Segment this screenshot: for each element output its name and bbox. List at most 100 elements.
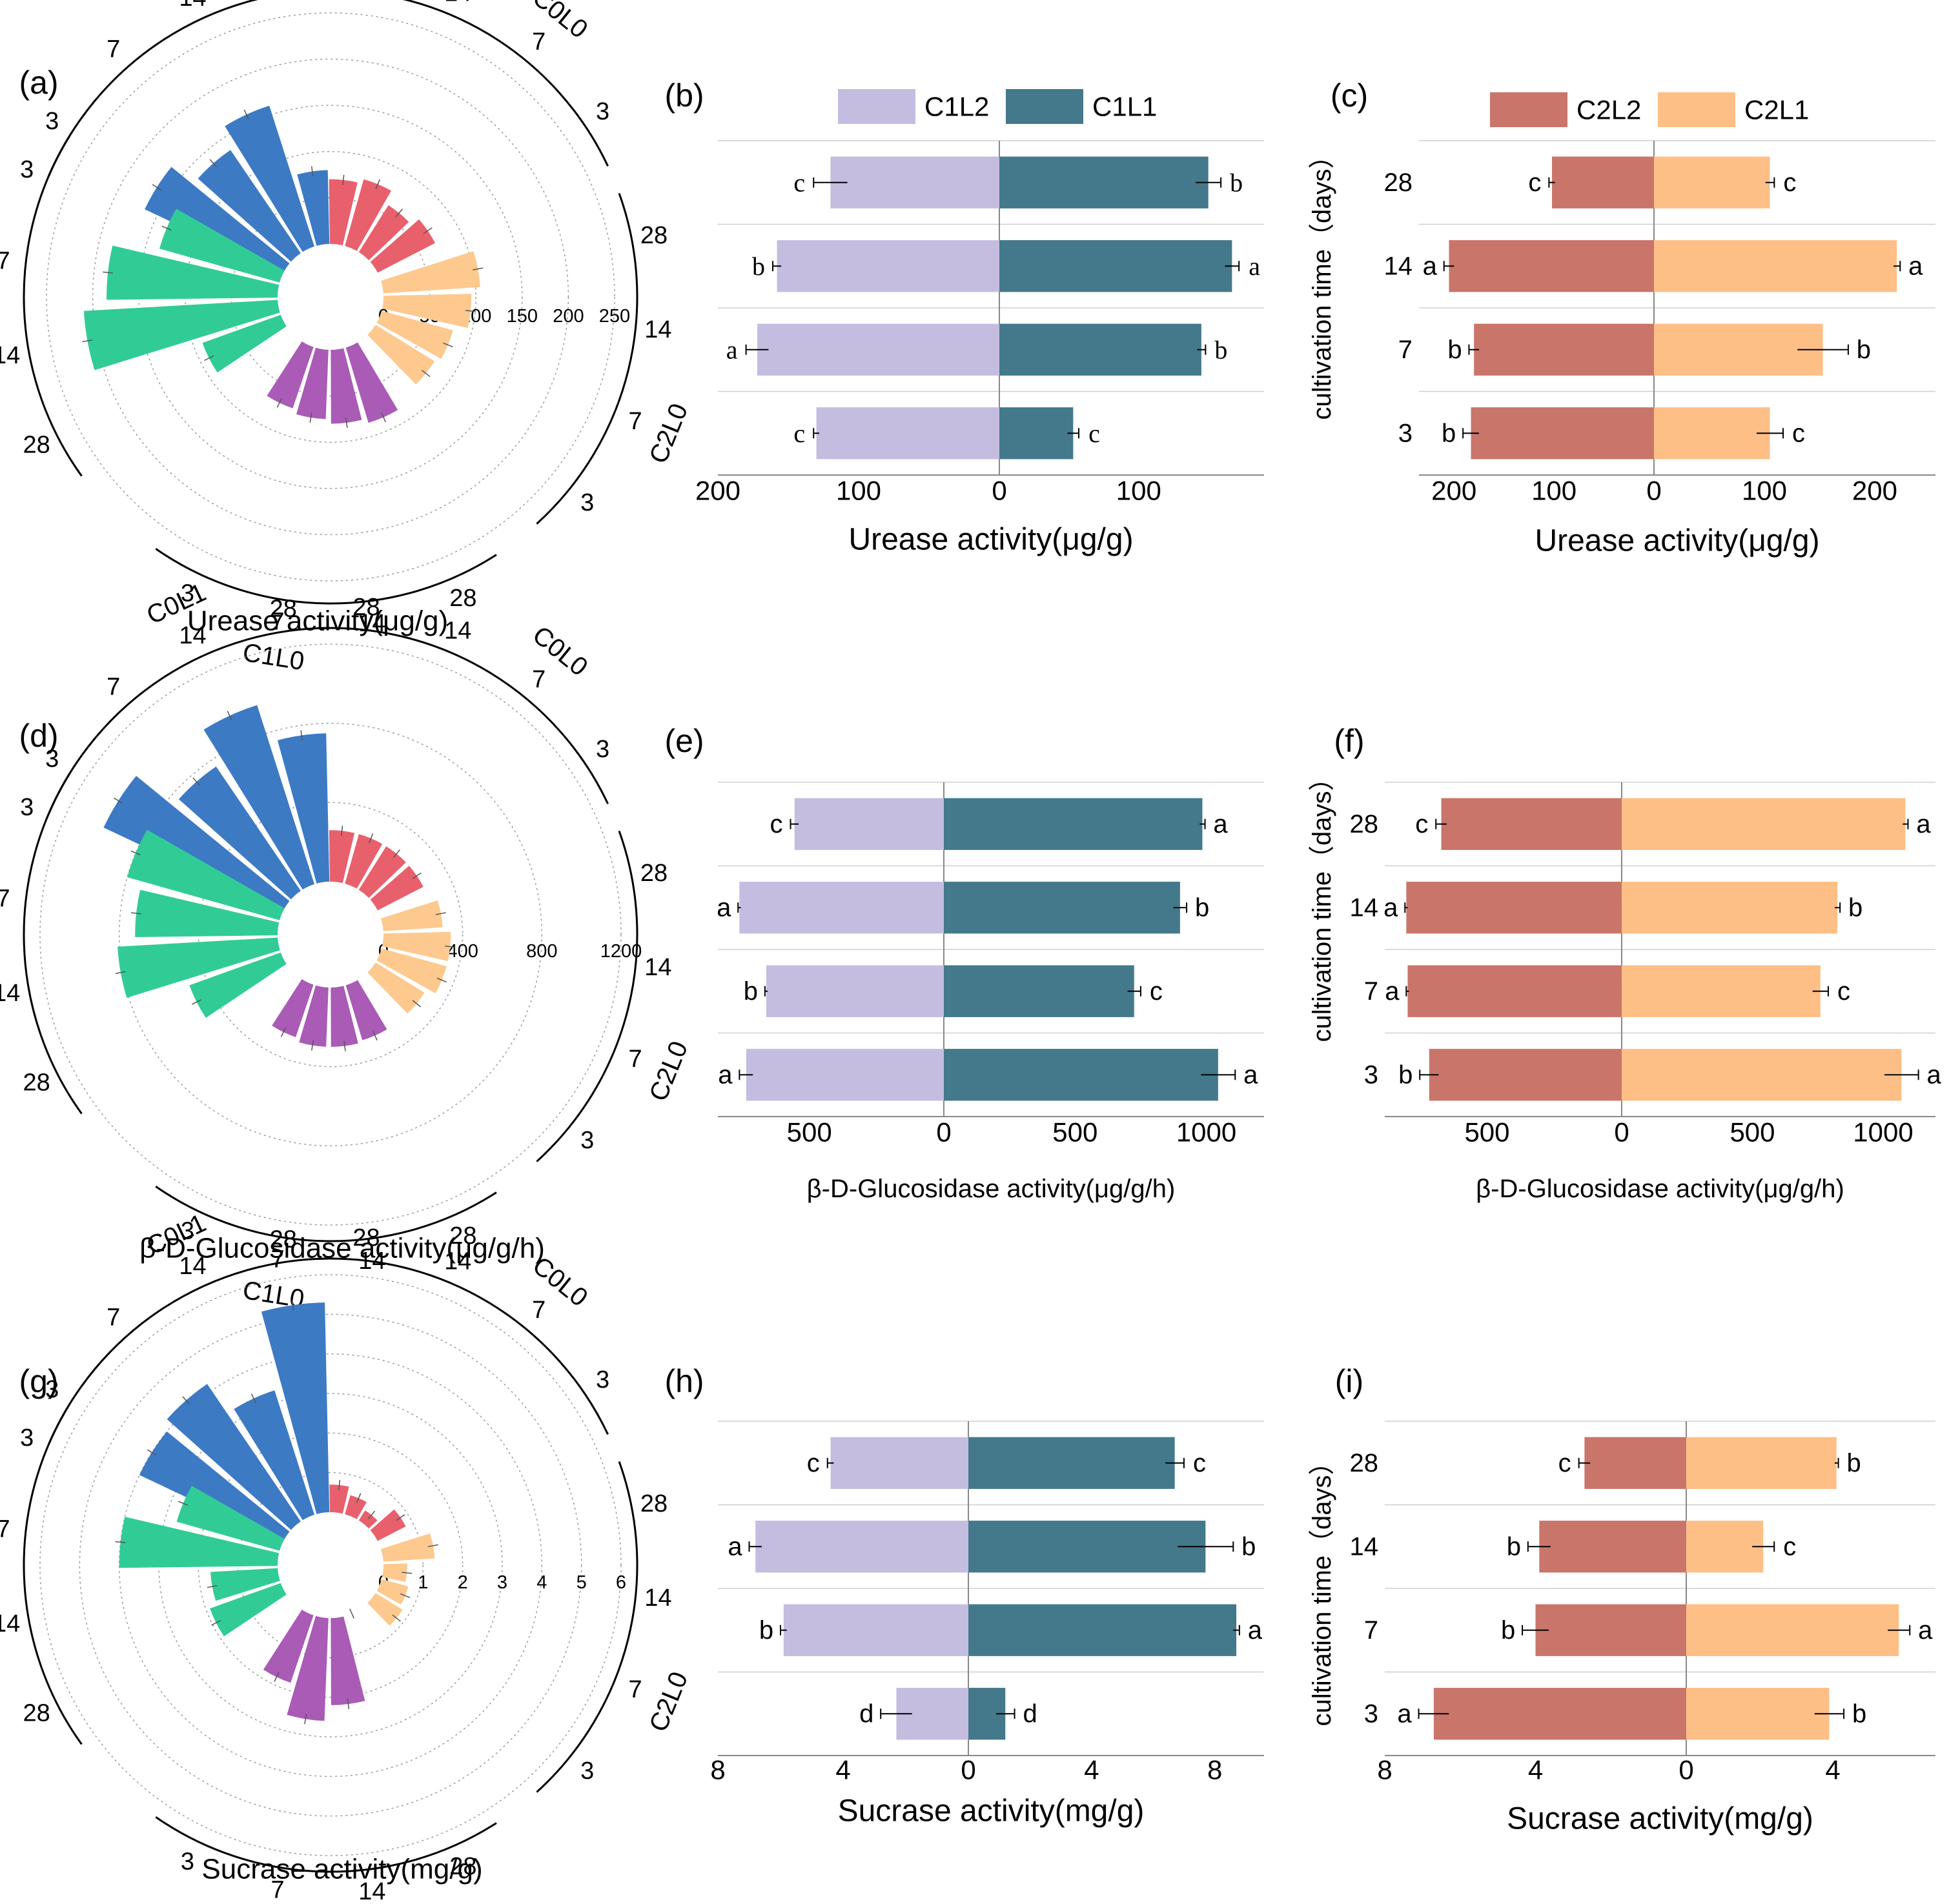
polar-error-bar	[375, 179, 381, 190]
polar-bar-C1L0-3	[267, 341, 314, 409]
polar-bar-C0L2-3	[176, 1486, 285, 1551]
polar-error-bar	[207, 1585, 218, 1588]
bar-C2L1-14	[1686, 1521, 1764, 1573]
day-label: 7	[270, 1246, 284, 1273]
day-label: 3	[596, 98, 609, 125]
bar-C1L2-28	[830, 1437, 968, 1489]
radial-tick-label: 200	[553, 306, 584, 327]
significance-letter: c	[1528, 168, 1541, 197]
bar-C2L1-7	[1686, 1604, 1899, 1656]
day-label: 7	[532, 1297, 546, 1324]
significance-letter: a	[1916, 810, 1931, 838]
bar-C1L2-28	[794, 798, 944, 850]
day-label: 28	[23, 1069, 50, 1097]
significance-letter: a	[726, 335, 738, 364]
day-label: 7	[107, 674, 120, 701]
x-tick-label: 500	[1052, 1117, 1097, 1148]
polar-bar-C2L0-3	[367, 962, 425, 1014]
polar-bar-C0L1-28	[277, 733, 330, 884]
polar-error-bar	[152, 184, 161, 191]
day-label: 28	[352, 594, 380, 621]
bar-C1L2-3	[746, 1049, 944, 1101]
category-label: 28	[1350, 1449, 1379, 1477]
polar-bar-C0L0-7	[358, 1510, 378, 1529]
group-arc-C2L0	[536, 1461, 638, 1793]
chart-title: Urease activity(μg/g)	[187, 605, 448, 637]
day-label: 7	[107, 36, 120, 63]
significance-letter: b	[1507, 1532, 1521, 1561]
polar-bar-C1L0-28	[345, 980, 387, 1040]
bar-C1L2-7	[766, 965, 944, 1017]
polar-error-bar	[465, 310, 476, 312]
polar-bar-C1L0-14	[331, 1616, 365, 1705]
polar-bar-C0L2-14	[210, 1568, 280, 1601]
radial-tick-label: 6	[616, 1572, 626, 1593]
bar-C2L2-3	[1471, 407, 1654, 460]
x-tick-label: 1000	[1853, 1117, 1913, 1148]
significance-letter: c	[1150, 977, 1163, 1006]
polar-bar-C0L2-3	[159, 208, 285, 283]
polar-bar-C1L0-3	[263, 1609, 314, 1683]
significance-letter: b	[1447, 336, 1462, 364]
day-label: 7	[628, 408, 642, 435]
day-label: 3	[181, 1217, 194, 1244]
polar-bar-C0L1-3	[145, 167, 290, 275]
grid-circle	[39, 1274, 622, 1856]
polar-error-bar	[443, 342, 453, 348]
bar-C2L1-28	[1622, 798, 1906, 850]
x-tick-label: 8	[1377, 1755, 1392, 1785]
day-label: 7	[270, 608, 284, 635]
polar-bar-C0L1-7	[167, 1384, 301, 1530]
legend-swatch-C2L2	[1490, 92, 1567, 127]
polar-bar-C0L0-3	[370, 1509, 406, 1541]
polar-bar-C0L2-7	[119, 1516, 280, 1568]
panel-label: (f)	[1334, 723, 1364, 759]
polar-error-bar	[372, 1030, 378, 1041]
polar-error-bar	[82, 339, 93, 343]
bar-C1L1-14	[999, 240, 1232, 292]
x-axis-label: β-D-Glucosidase activity(μg/g/h)	[1476, 1175, 1844, 1203]
radial-tick-label: 3	[497, 1572, 507, 1593]
polar-error-bar	[192, 999, 202, 1005]
significance-letter: b	[1852, 1699, 1866, 1728]
bar-C1L2-14	[739, 882, 944, 934]
x-tick-label: 200	[1852, 476, 1897, 506]
bar-C2L2-28	[1552, 156, 1654, 208]
bar-C1L1-3	[999, 407, 1074, 460]
polar-chart-a: (a)050100150200250371428C0L1281473C0L028…	[0, 0, 693, 676]
polar-error-bar	[291, 1300, 294, 1311]
significance-letter: a	[1385, 977, 1400, 1006]
polar-chart-g: (g)0123456371428C0L1281473C0L0281473C2L0…	[0, 1209, 693, 1904]
legend-label: C2L1	[1744, 95, 1809, 125]
butterfly-chart-i: (i) c b 28 b c 14 b a 7 a b 3 8 4 0 4 Sucrase activity(mg…	[1308, 1363, 1935, 1836]
polar-bar-C2L0-7	[376, 1579, 409, 1605]
polar-bar-C0L1-28	[261, 1302, 330, 1514]
bar-C1L1-7	[944, 965, 1134, 1017]
significance-letter: a	[1918, 1616, 1933, 1645]
day-label: 28	[640, 222, 668, 249]
grid-circle	[185, 151, 476, 443]
significance-letter: c	[1415, 810, 1428, 838]
day-label: 14	[644, 954, 671, 981]
group-arc-C1L0	[155, 548, 497, 605]
polar-error-bar	[436, 977, 447, 983]
significance-letter: c	[1783, 168, 1796, 197]
group-arc-C0L2	[23, 773, 83, 1115]
day-label: 7	[532, 666, 546, 693]
day-label: 14	[179, 0, 206, 12]
polar-error-bar	[243, 109, 249, 120]
x-tick-label: 200	[695, 476, 740, 506]
day-label: 28	[23, 1700, 50, 1727]
grid-circle	[138, 105, 523, 489]
polar-bar-C2L0-7	[376, 310, 453, 360]
radial-tick-label: 5	[577, 1572, 587, 1593]
polar-error-bar	[130, 912, 142, 915]
polar-error-bar	[343, 1040, 346, 1051]
group-arc-C0L1	[48, 0, 259, 177]
polar-bar-C0L0-28	[329, 179, 358, 246]
polar-bar-C0L0-14	[345, 834, 383, 889]
significance-letter: c	[793, 168, 805, 197]
day-label: 7	[532, 28, 546, 56]
